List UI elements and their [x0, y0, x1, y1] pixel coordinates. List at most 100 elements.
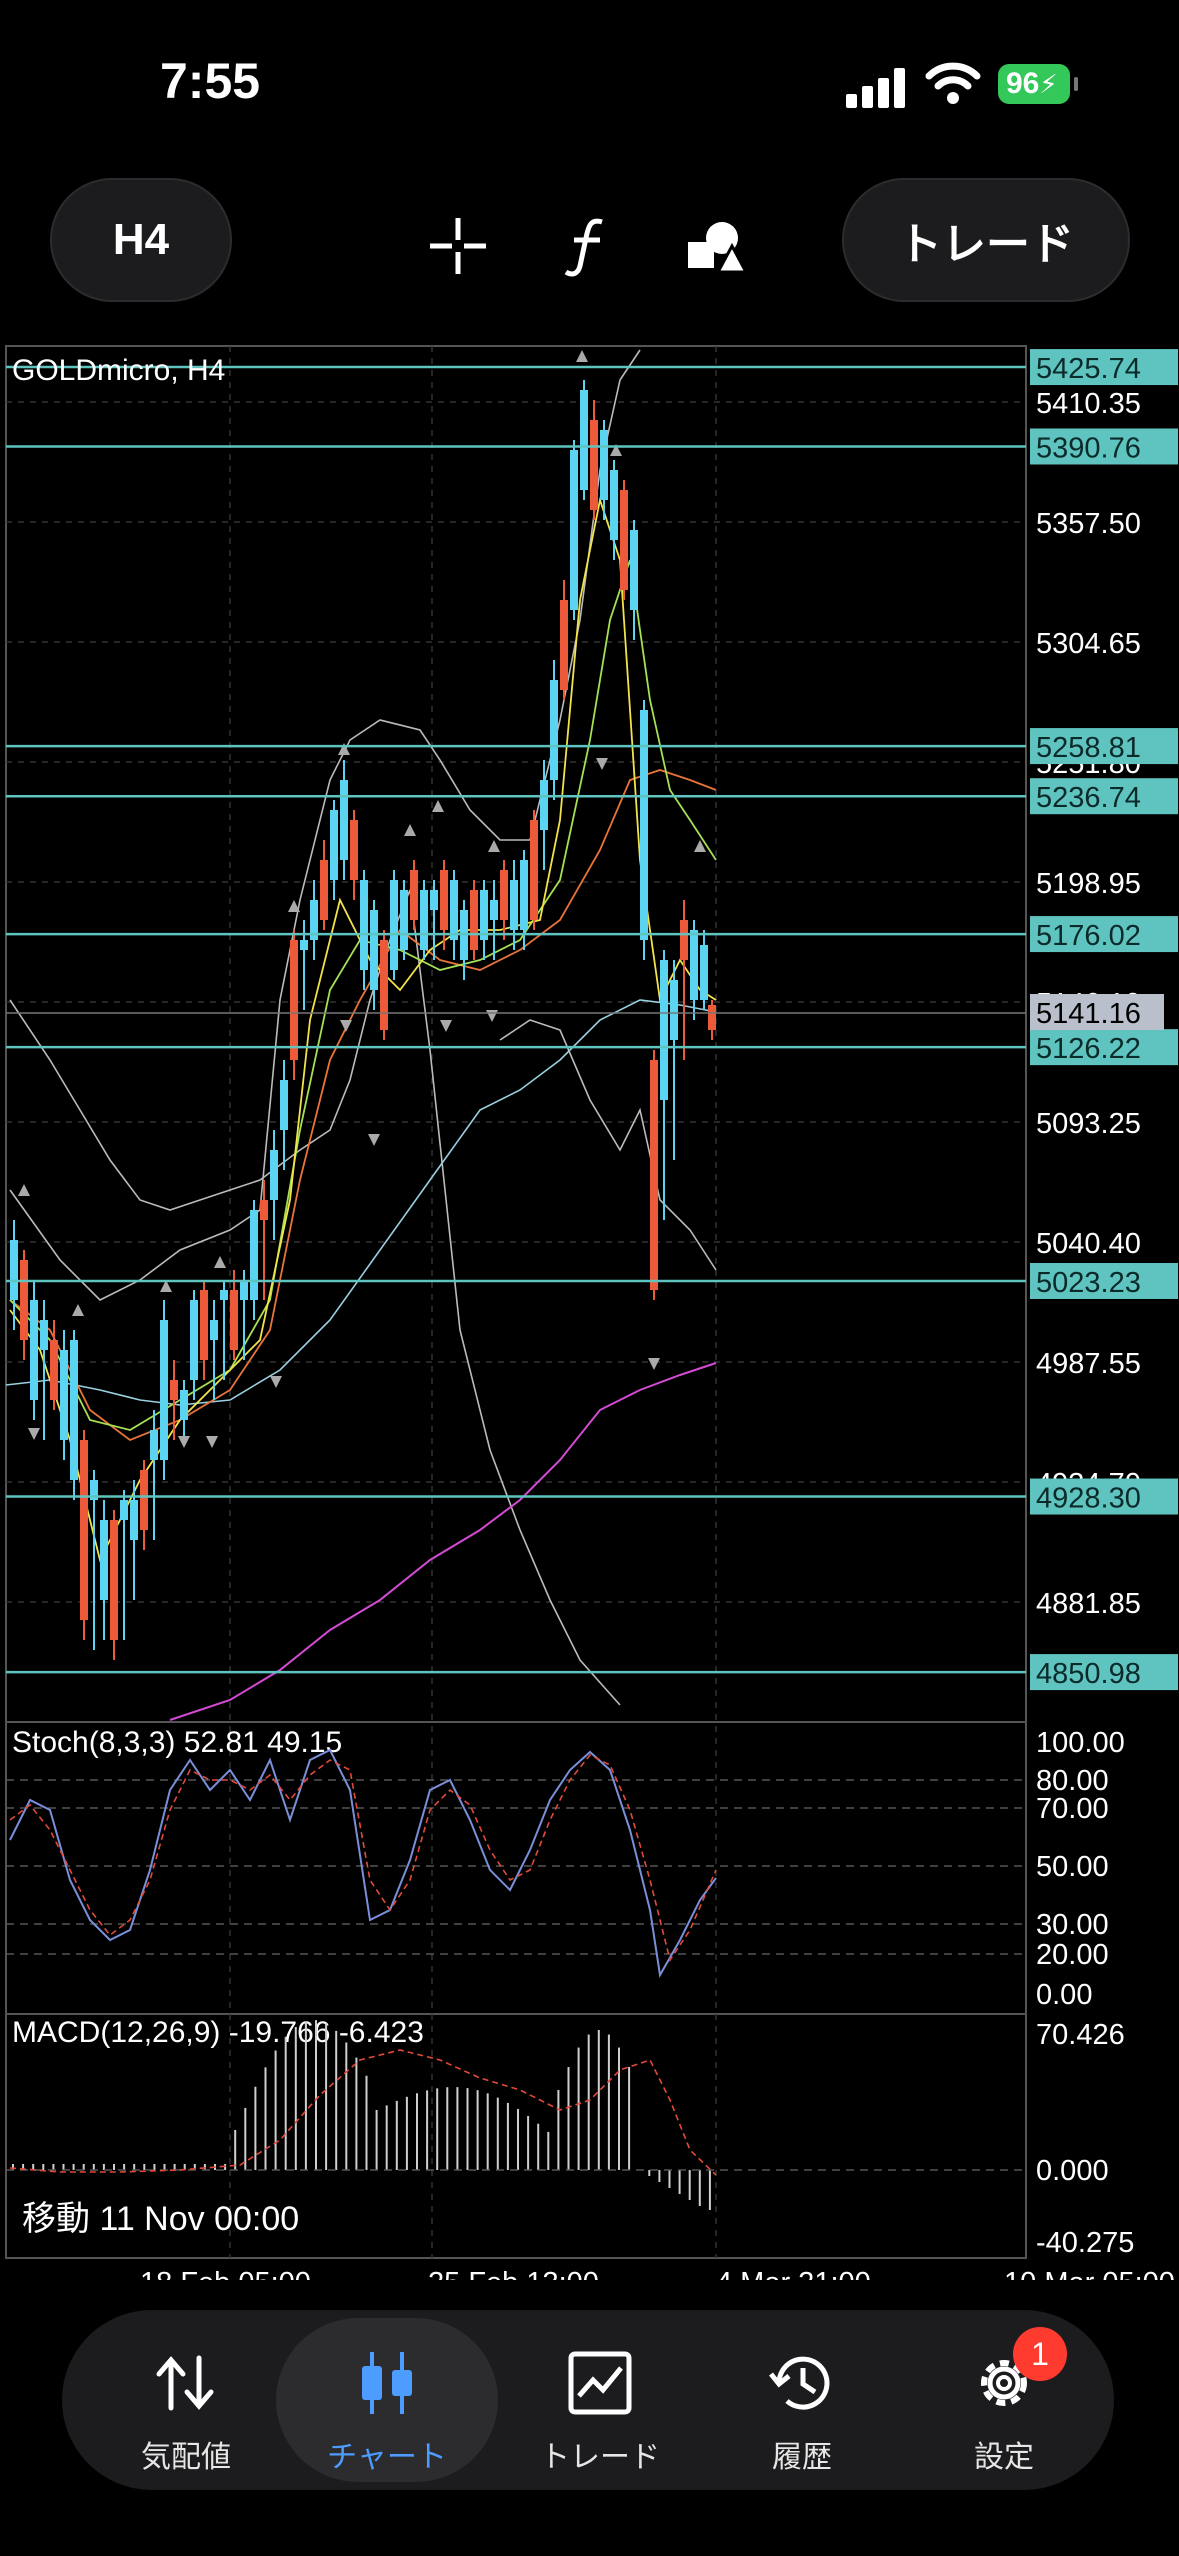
ma-light-blue	[5, 999, 717, 1406]
scroll-position-label: 移動 11 Nov 00:00	[22, 2200, 299, 2238]
settings-notification-badge: 1	[1013, 2327, 1067, 2381]
macd-bar	[547, 2131, 550, 2170]
candle-body	[300, 940, 308, 950]
tab-quotes-label: 気配値	[141, 2441, 231, 2474]
candle-body	[490, 900, 498, 920]
candle-body	[90, 1480, 98, 1500]
macd-bar	[466, 2088, 469, 2170]
macd-bar	[506, 2102, 509, 2170]
level-tag-text: 5258.81	[1036, 732, 1141, 764]
candle-body	[200, 1290, 208, 1360]
crosshair-icon[interactable]	[426, 214, 490, 278]
candle-body	[30, 1300, 38, 1400]
candle-body	[540, 780, 548, 830]
candle-body	[110, 1520, 118, 1640]
tab-history[interactable]: 履歴	[702, 2318, 902, 2482]
timeframe-button[interactable]: H4	[50, 178, 232, 302]
candle-body	[130, 1500, 138, 1540]
objects-shapes-icon[interactable]	[684, 214, 748, 278]
candle-body	[360, 880, 368, 970]
level-tags-group: 5425.74 5390.76 5258.81 5236.74 5176.02 5126.…	[1030, 349, 1178, 1691]
macd-bar	[385, 2105, 388, 2170]
candle-body	[150, 1430, 158, 1460]
candle-body	[170, 1380, 178, 1400]
macd-bar	[416, 2093, 418, 2170]
candle-body	[440, 870, 448, 930]
macd-bar	[557, 2090, 560, 2170]
trade-line-icon	[568, 2351, 632, 2415]
macd-bar	[476, 2090, 479, 2170]
level-tag	[1030, 349, 1178, 386]
candle-body	[10, 1240, 18, 1300]
stoch-tick: 20.00	[1036, 1939, 1109, 1971]
current-price-tag	[1030, 994, 1164, 1030]
candles-group	[10, 380, 716, 1660]
fractal-markers	[18, 350, 706, 1448]
level-tag-text: 5425.74	[1036, 353, 1141, 385]
status-bar: 7:55 96⚡	[0, 0, 1179, 170]
stoch-tick: 0.00	[1036, 1979, 1092, 2011]
macd-bar	[163, 2164, 166, 2170]
candle-body	[420, 890, 428, 950]
macd-bar	[294, 2027, 297, 2170]
candle-body	[330, 810, 338, 880]
tab-chart[interactable]: チャート	[276, 2318, 498, 2482]
macd-bar	[405, 2096, 408, 2170]
bollinger-upper	[9, 349, 641, 1301]
candle-body	[620, 490, 628, 590]
macd-bar	[486, 2093, 489, 2170]
macd-bar	[143, 2164, 146, 2170]
candle-body	[480, 890, 488, 940]
level-tag-text: 5126.22	[1036, 1033, 1141, 1065]
timeframe-label: H4	[112, 215, 170, 264]
macd-bar	[234, 2130, 237, 2170]
macd-bar	[668, 2170, 671, 2188]
tab-settings[interactable]: 設定	[904, 2318, 1104, 2482]
candle-body	[560, 600, 568, 690]
macd-bar	[173, 2164, 176, 2170]
candle-body	[270, 1150, 278, 1200]
macd-bar	[577, 2047, 580, 2170]
macd-tick: 70.426	[1036, 2019, 1125, 2051]
candle-body	[410, 870, 418, 920]
candle-body	[180, 1390, 188, 1420]
stoch-tick: 70.00	[1036, 1793, 1109, 1825]
candle-body	[350, 820, 358, 880]
price-tick: 5410.35	[1036, 388, 1141, 420]
macd-bar	[82, 2164, 85, 2170]
chart-area[interactable]: 5410.35 5357.50 5304.65 5251.80 5198.95 …	[0, 340, 1179, 2299]
status-time: 7:55	[160, 53, 261, 109]
candle-body	[60, 1350, 68, 1440]
macd-tick: -40.275	[1036, 2227, 1134, 2259]
macd-bar	[436, 2088, 439, 2170]
macd-bar	[22, 2164, 25, 2170]
history-clock-icon	[769, 2356, 830, 2410]
stoch-label: Stoch(8,3,3) 52.81 49.15	[12, 1726, 342, 1759]
stoch-signal-line	[9, 1753, 717, 1962]
candle-body	[680, 920, 688, 960]
tab-trade-label: トレード	[540, 2441, 660, 2474]
macd-bar	[446, 2087, 449, 2170]
candle-body	[580, 390, 588, 490]
macd-bar	[355, 2057, 358, 2170]
tab-quotes[interactable]: 気配値	[86, 2318, 286, 2482]
time-tick: 25 Feb 13:00	[428, 2267, 599, 2280]
tab-trade[interactable]: トレード	[500, 2318, 700, 2482]
macd-bar	[315, 2020, 317, 2170]
level-tag	[1030, 1654, 1178, 1691]
macd-bar	[254, 2086, 257, 2170]
macd-bar	[607, 2034, 610, 2170]
macd-bar	[365, 2075, 368, 2170]
chart-frame	[5, 345, 1027, 2259]
macd-bar	[335, 2030, 338, 2170]
price-chart[interactable]: 5410.35 5357.50 5304.65 5251.80 5198.95 …	[0, 340, 1179, 2299]
trade-button[interactable]: トレード	[842, 178, 1130, 302]
macd-bar	[597, 2030, 600, 2170]
candle-body	[250, 1210, 258, 1300]
indicator-function-icon[interactable]	[556, 214, 620, 278]
level-tag	[1030, 916, 1178, 953]
macd-bar	[264, 2067, 267, 2170]
macd-bar	[648, 2170, 651, 2176]
macd-bar	[72, 2164, 75, 2170]
macd-label: MACD(12,26,9) -19.766 -6.423	[12, 2016, 424, 2049]
